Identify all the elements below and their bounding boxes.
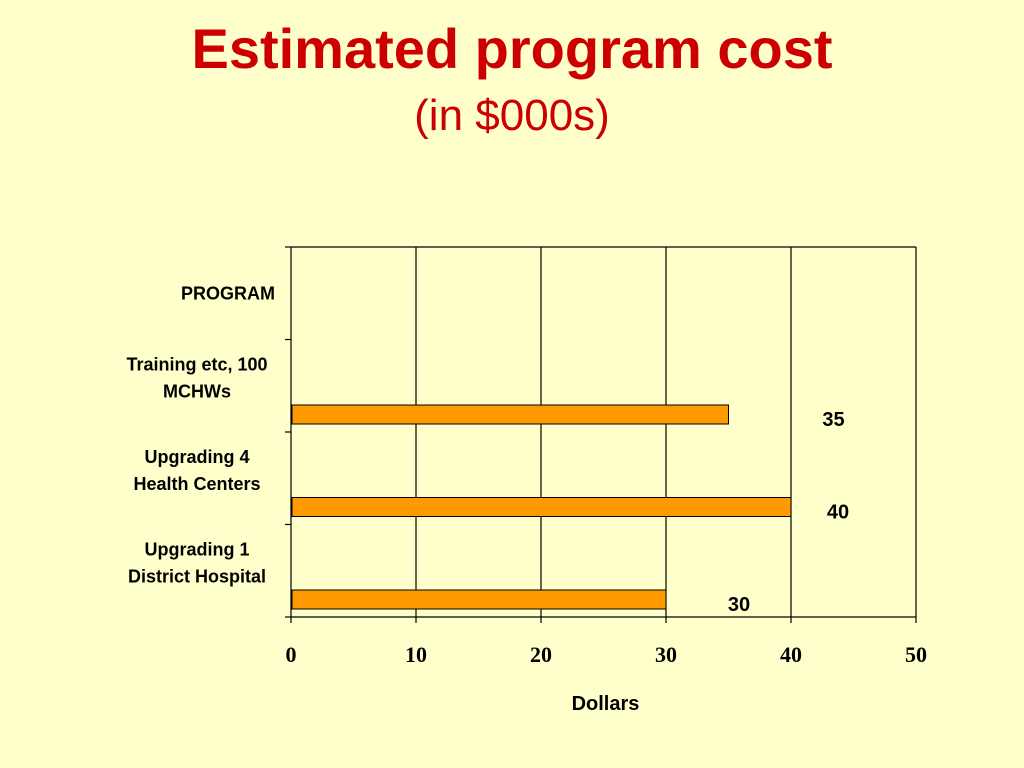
category-label-2-1: Health Centers bbox=[133, 474, 260, 494]
data-label-2: 40 bbox=[827, 502, 849, 524]
x-tick-label-2: 20 bbox=[530, 642, 552, 667]
category-label-3-0: Upgrading 1 bbox=[144, 539, 249, 559]
slide-subtitle: (in $000s) bbox=[414, 91, 610, 140]
data-label-1: 35 bbox=[822, 409, 844, 431]
bar-1 bbox=[291, 404, 729, 425]
bar-2 bbox=[291, 497, 792, 517]
x-tick-label-4: 40 bbox=[780, 642, 802, 667]
category-label-1-1: MCHWs bbox=[163, 381, 231, 401]
x-tick-label-0: 0 bbox=[286, 642, 297, 667]
category-label-0-0: PROGRAM bbox=[181, 283, 275, 303]
bar-3 bbox=[291, 589, 667, 610]
data-label-3: 30 bbox=[728, 594, 750, 616]
x-tick-label-1: 10 bbox=[405, 642, 427, 667]
category-label-3-1: District Hospital bbox=[128, 566, 266, 586]
slide-title: Estimated program cost bbox=[191, 17, 833, 80]
category-label-2-0: Upgrading 4 bbox=[144, 447, 249, 467]
x-tick-label-3: 30 bbox=[655, 642, 677, 667]
x-tick-label-5: 50 bbox=[905, 642, 927, 667]
category-label-1-0: Training etc, 100 bbox=[126, 354, 267, 374]
x-axis-title: Dollars bbox=[572, 693, 640, 715]
